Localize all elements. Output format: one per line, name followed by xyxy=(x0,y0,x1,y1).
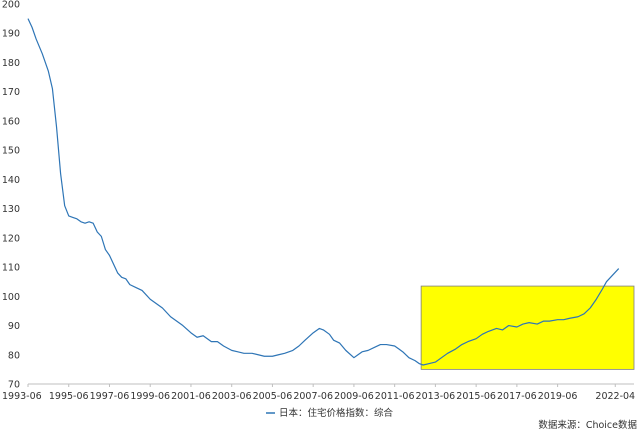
y-axis: 70 80 90 100 110 120 130 140 150 160 170 180 190 200 xyxy=(2,0,20,391)
source-note: 数据来源：Choice数据 xyxy=(538,419,637,431)
y-tick-label: 160 xyxy=(2,116,20,127)
y-tick-label: 140 xyxy=(2,175,20,186)
y-tick-label: 130 xyxy=(2,204,20,215)
y-tick-label: 90 xyxy=(8,321,20,332)
x-tick-label: 2007-06 xyxy=(293,391,333,402)
legend-label: 日本：住宅价格指数：综合 xyxy=(279,407,394,419)
x-tick-label: 1997-06 xyxy=(90,391,130,402)
x-tick-label: 1993-06 xyxy=(2,391,42,402)
x-tick-label: 2005-06 xyxy=(253,391,293,402)
x-tick-label: 2013-06 xyxy=(416,391,456,402)
y-tick-label: 80 xyxy=(8,350,20,361)
x-tick-label: 2011-06 xyxy=(375,391,415,402)
y-tick-label: 200 xyxy=(2,0,20,11)
x-tick-label: 2017-06 xyxy=(497,391,537,402)
x-axis: 1993-06 1995-06 1997-06 1999-06 2001-06 2003-… xyxy=(2,384,635,402)
x-tick-label: 2019-06 xyxy=(538,391,578,402)
y-tick-label: 190 xyxy=(2,29,20,40)
highlight-box xyxy=(420,285,635,370)
y-tick-label: 120 xyxy=(2,233,20,244)
x-tick-label: 2009-06 xyxy=(334,391,374,402)
y-tick-label: 150 xyxy=(2,146,20,157)
x-tick-label: 2015-06 xyxy=(456,391,496,402)
y-tick-label: 70 xyxy=(8,380,20,391)
legend: 日本：住宅价格指数：综合 xyxy=(266,407,394,419)
y-tick-label: 100 xyxy=(2,292,20,303)
series-line-japan-housing-index xyxy=(27,18,620,366)
x-tick-label: 1999-06 xyxy=(130,391,170,402)
x-tick-label: 2022-04 xyxy=(595,391,635,402)
y-tick-label: 170 xyxy=(2,87,20,98)
y-tick-label: 180 xyxy=(2,58,20,69)
x-tick-label: 1995-06 xyxy=(49,391,89,402)
x-tick-label: 2001-06 xyxy=(171,391,211,402)
x-tick-label: 2003-06 xyxy=(212,391,252,402)
y-tick-label: 110 xyxy=(2,263,20,274)
